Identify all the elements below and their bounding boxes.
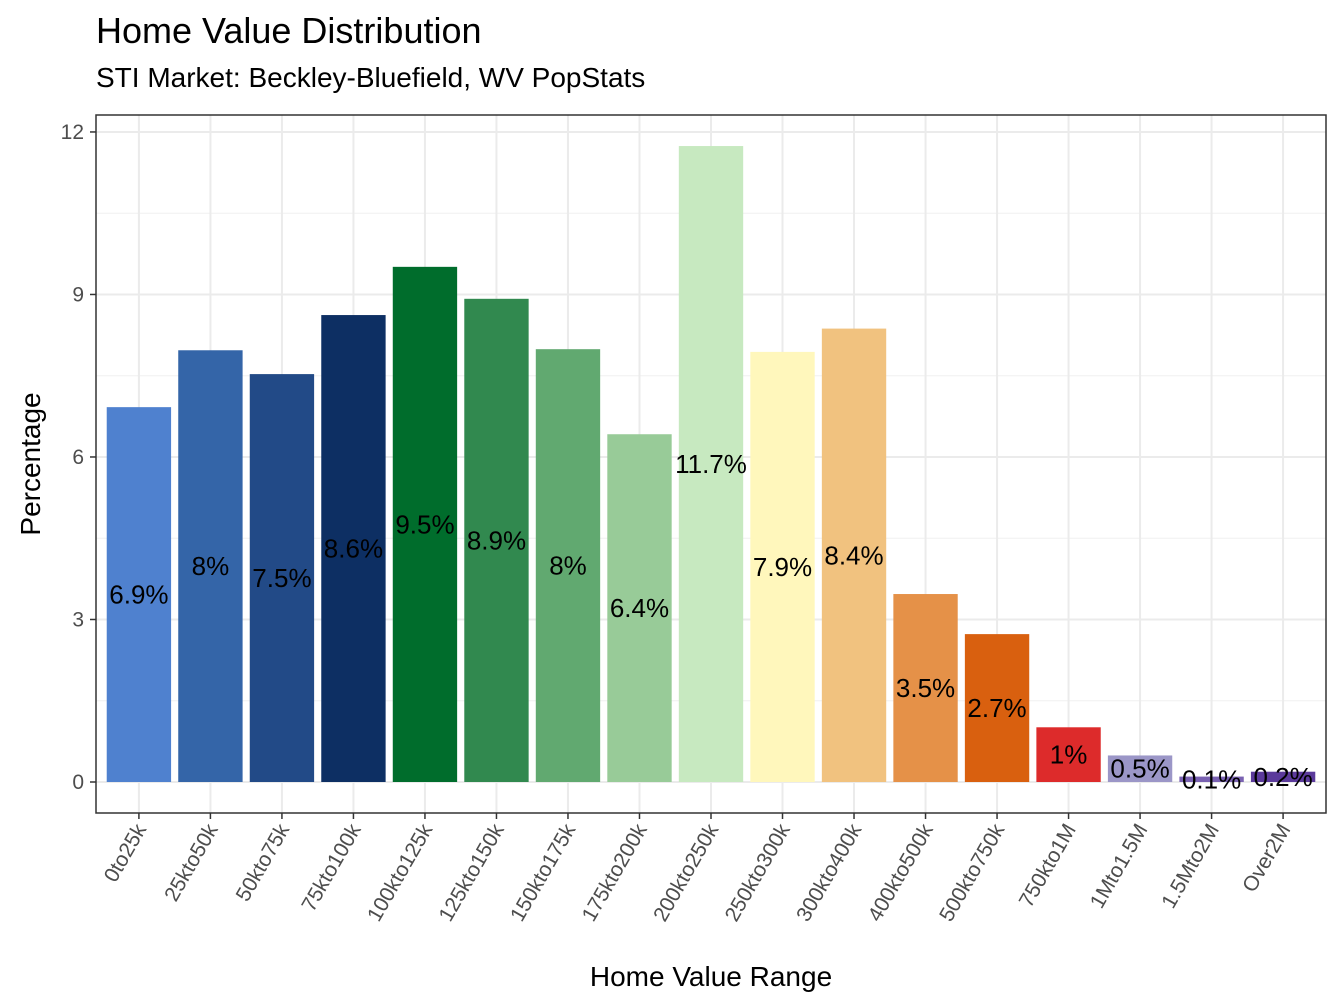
- bar-label-100kto125k: 9.5%: [395, 509, 454, 539]
- x-tick-label-75kto100k: 75kto100k: [297, 820, 366, 916]
- x-tick-label-300kto400k: 300kto400k: [792, 820, 866, 926]
- bar-label-75kto100k: 8.6%: [324, 534, 383, 564]
- x-tick-label-150kto175k: 150kto175k: [506, 820, 580, 926]
- bar-label-125kto150k: 8.9%: [467, 525, 526, 555]
- x-tick-label-0to25k: 0to25k: [100, 820, 152, 887]
- x-axis: 0to25k 25kto50k 50kto75k 75kto100k100kto125…: [100, 813, 1295, 926]
- bar-1.5Mto2M: [1179, 776, 1244, 782]
- bar-100kto125k: [392, 266, 458, 783]
- bar-175kto200k: [607, 434, 672, 782]
- bars: [106, 146, 1316, 783]
- x-tick-label-500kto750k: 500kto750k: [935, 820, 1009, 926]
- bar-label-500kto750k: 2.7%: [967, 693, 1026, 723]
- bar-label-150kto175k: 8%: [549, 551, 587, 581]
- y-tick-label: 12: [61, 121, 84, 144]
- bar-200kto250k: [678, 146, 744, 783]
- bar-label-750kto1M: 1%: [1050, 740, 1088, 770]
- x-tick-label-50kto75k: 50kto75k: [232, 820, 295, 906]
- bar-label-400kto500k: 3.5%: [896, 673, 955, 703]
- bar-label-50kto75k: 7.5%: [252, 563, 311, 593]
- bar-label-1Mto1.5M: 0.5%: [1110, 754, 1169, 784]
- bar-Over2M: [1250, 771, 1316, 782]
- bar-label-0to25k: 6.9%: [109, 580, 168, 610]
- bar-label-25kto50k: 8%: [192, 551, 230, 581]
- x-tick-label-125kto150k: 125kto150k: [435, 820, 509, 926]
- bar-250kto300k: [750, 351, 815, 782]
- y-axis-title: Percentage: [15, 392, 46, 535]
- x-tick-label-400kto500k: 400kto500k: [864, 820, 938, 926]
- bar-125kto150k: [464, 298, 529, 782]
- x-tick-label-1Mto1.5M: 1Mto1.5M: [1086, 820, 1153, 912]
- x-tick-label-Over2M: Over2M: [1238, 820, 1295, 896]
- bar-label-200kto250k: 11.7%: [675, 449, 747, 479]
- bar-label-250kto300k: 7.9%: [753, 552, 812, 582]
- chart-subtitle: STI Market: Beckley-Bluefield, WV PopSta…: [96, 62, 646, 93]
- x-axis-title: Home Value Range: [590, 961, 832, 992]
- x-tick-label-250kto300k: 250kto300k: [721, 820, 795, 926]
- y-axis: 0 3 6 9 12: [61, 121, 96, 794]
- bar-500kto750k: [964, 634, 1030, 782]
- bar-labels: 6.9% 8% 7.5% 8.6% 9.5% 8.9% 8% 6.4% 11.7% 7.9% 8.4…: [109, 449, 1312, 794]
- chart-title: Home Value Distribution: [96, 10, 482, 51]
- bar-50kto75k: [249, 374, 315, 782]
- bar-label-175kto200k: 6.4%: [610, 593, 669, 623]
- bar-400kto500k: [893, 594, 958, 782]
- bar-300kto400k: [821, 328, 887, 782]
- y-tick-label: 9: [72, 283, 84, 306]
- x-tick-label-175kto200k: 175kto200k: [578, 820, 652, 926]
- x-tick-label-100kto125k: 100kto125k: [363, 820, 437, 926]
- bar-label-Over2M: 0.2%: [1253, 762, 1312, 792]
- x-tick-label-200kto250k: 200kto250k: [649, 820, 723, 926]
- y-tick-label: 0: [72, 771, 84, 794]
- bar-150kto175k: [535, 349, 601, 782]
- y-tick-label: 6: [72, 446, 84, 469]
- bar-1Mto1.5M: [1107, 755, 1173, 782]
- bar-25kto50k: [178, 350, 243, 782]
- x-tick-label-750kto1M: 750kto1M: [1015, 820, 1081, 911]
- y-tick-label: 3: [72, 608, 84, 631]
- bar-750kto1M: [1036, 727, 1101, 782]
- bar-0to25k: [106, 407, 172, 782]
- x-tick-label-25kto50k: 25kto50k: [160, 820, 223, 906]
- bar-75kto100k: [321, 315, 386, 782]
- bar-label-1.5Mto2M: 0.1%: [1182, 764, 1241, 794]
- bar-label-300kto400k: 8.4%: [824, 540, 883, 570]
- x-tick-label-1.5Mto2M: 1.5Mto2M: [1157, 820, 1224, 912]
